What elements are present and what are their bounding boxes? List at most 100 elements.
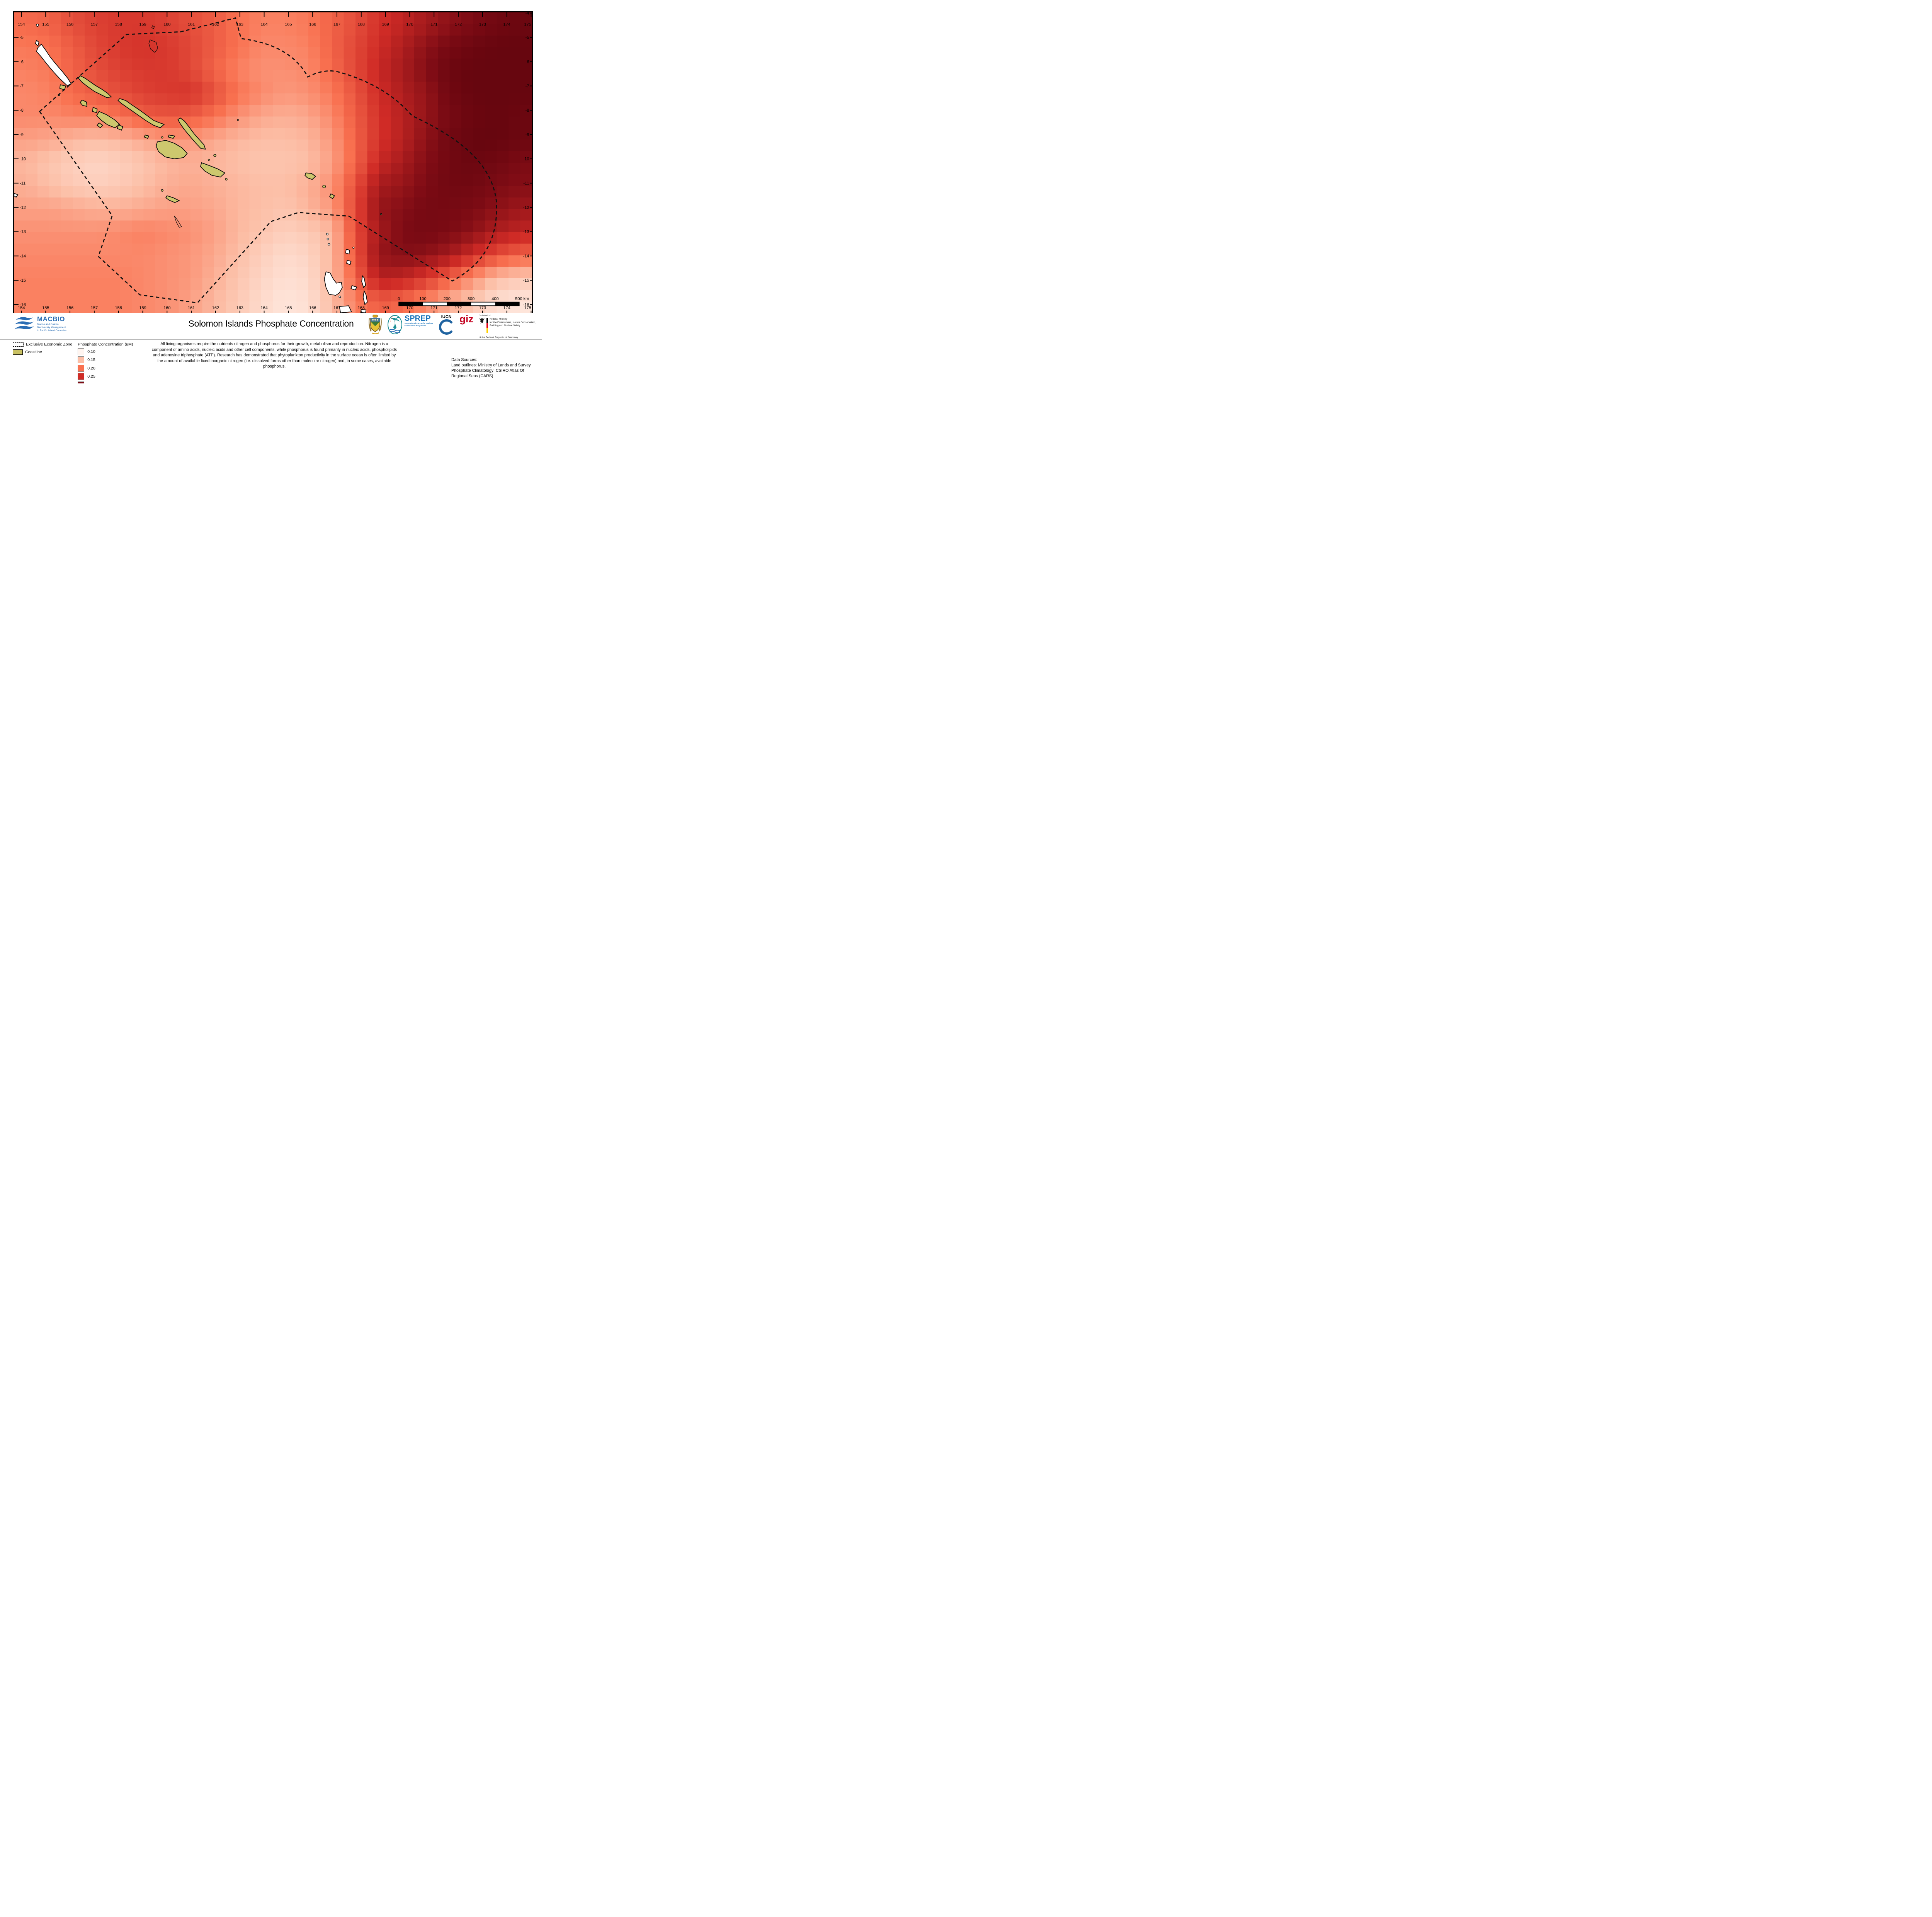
lon-label-bottom: 172 (455, 306, 462, 310)
phosphate-swatch (78, 364, 85, 372)
island-savo (161, 136, 163, 139)
lat-label-right: -16 (523, 303, 529, 307)
iucn-wordmark: IUCN (441, 315, 452, 319)
lon-label-bottom: 167 (333, 306, 340, 310)
lat-label-left: -11 (20, 181, 26, 186)
island-vanua-lava (345, 249, 350, 255)
lat-label-left: -16 (20, 303, 26, 307)
island-utupua (322, 185, 326, 189)
lat-label-right: -4 (526, 12, 529, 16)
giz-logo: giz (459, 313, 474, 325)
iucn-logo: IUCN (439, 315, 454, 337)
page-title: Solomon Islands Phosphate Concentration (188, 318, 354, 329)
macbio-tagline: Marine and Coastal Biodiversity Managemen… (37, 323, 66, 333)
macbio-tagline-line: in Pacific Island Countries (37, 329, 66, 332)
lon-label-bottom: 161 (188, 306, 195, 310)
island-malo (338, 295, 341, 298)
island-new-georgia (96, 111, 121, 128)
phosphate-scale-entry: 0.15 (78, 356, 133, 364)
island-ugi (207, 158, 210, 161)
lat-label-right: -13 (523, 230, 529, 234)
island-rennell (165, 195, 180, 203)
map-legend: Exclusive Economic Zone Coastline Phosph… (13, 342, 133, 383)
lat-label-right: -12 (523, 205, 529, 210)
island-vangunu (117, 124, 124, 131)
lon-label-top: 157 (91, 22, 98, 27)
eez-label: Exclusive Economic Zone (26, 342, 73, 347)
sprep-wordmark: SPREP (404, 314, 431, 323)
lon-label-bottom: 174 (503, 306, 510, 310)
lon-label-top: 155 (42, 22, 49, 27)
partner-logos: SPREP Secretariat of the Pacific Regiona… (368, 313, 536, 339)
scale-bar-end-label: 500 km (515, 297, 529, 301)
island-russell (144, 134, 150, 139)
macbio-waves-icon (14, 317, 34, 330)
ministry-name: Federal Ministry for the Environment, Nat… (490, 318, 536, 333)
lon-label-top: 170 (406, 22, 413, 27)
lon-label-top: 171 (430, 22, 437, 27)
lat-label-left: -13 (20, 230, 26, 234)
island-nendo (304, 172, 316, 180)
island-torres-3 (328, 243, 330, 246)
data-sources-line: Regional Seas (CARS) (451, 373, 493, 378)
sprep-text-block: SPREP Secretariat of the Pacific Regiona… (405, 315, 433, 327)
coastline-label: Coastline (25, 350, 42, 354)
description-line: the amount of available fixed inorganic … (157, 358, 391, 363)
macbio-tagline-line: Marine and Coastal (37, 323, 60, 326)
lat-label-right: -6 (526, 60, 529, 64)
island-torres-1 (326, 233, 329, 235)
lon-label-bottom: 162 (212, 306, 219, 310)
scale-bar-label: 300 (468, 297, 474, 301)
phosphate-swatch (78, 356, 85, 364)
phosphate-swatch (78, 348, 85, 355)
footer: MACBIO Marine and Coastal Biodiversity Ma… (0, 313, 542, 383)
map-frame: 154 154 155 155 156 156 157 157 158 158 159 159 160 1… (13, 11, 533, 314)
description-line: component of amino acids, nucleic acids … (151, 347, 397, 352)
phosphate-value-label: 0.20 (87, 366, 95, 371)
iucn-arc-icon (439, 319, 453, 335)
island-png-islets (14, 192, 19, 198)
lon-label-bottom: 164 (260, 306, 267, 310)
phosphate-swatch (78, 373, 85, 380)
data-sources-line: Land outlines: Ministry of Lands and Sur… (451, 363, 531, 368)
scale-bar-label: 0 (398, 297, 400, 301)
phosphate-scale-entry: 0.25 (78, 373, 133, 380)
phosphate-scale-entry: 0.10 (78, 348, 133, 355)
lat-label-left: -8 (20, 108, 24, 113)
scale-bar-segment (399, 302, 423, 306)
lon-label-top: 174 (503, 22, 510, 27)
island-maewo (361, 275, 366, 288)
lon-label-bottom: 154 (18, 306, 25, 310)
german-ministry-logo: On behalf of Federal Ministry for the Env… (479, 315, 536, 339)
lon-label-top: 175 (524, 22, 531, 27)
lon-label-top: 168 (358, 22, 365, 27)
lon-label-top: 167 (333, 22, 340, 27)
lon-label-top: 162 (212, 22, 219, 27)
island-ambae (350, 285, 357, 291)
island-malaita (177, 117, 206, 150)
phosphate-value-label: 0.25 (87, 374, 95, 379)
lon-label-bottom: 173 (479, 306, 486, 310)
lon-label-top: 166 (309, 22, 316, 27)
lat-label-left: -5 (20, 35, 24, 40)
island-espiritu-santo (324, 271, 343, 296)
description-line: All living organisms require the nutrien… (160, 342, 388, 346)
legend-phosphate-scale: Phosphate Concentration (uM) 0.10 0.15 0.2… (78, 342, 133, 383)
island-makira (200, 162, 226, 178)
lon-label-bottom: 165 (285, 306, 292, 310)
phosphate-scale-entries: 0.10 0.15 0.20 0.25 0.30 (78, 348, 133, 383)
map-overlay: 154 154 155 155 156 156 157 157 158 158 159 159 160 1… (14, 12, 532, 313)
island-florida (168, 134, 175, 139)
phosphate-scale-entry: 0.30 (78, 381, 133, 383)
data-sources-line: Data Sources: (451, 358, 478, 362)
scale-bar-segment (447, 302, 471, 306)
map-description: All living organisms require the nutrien… (139, 341, 410, 369)
lat-label-left: -10 (20, 157, 26, 162)
scale-bar-label: 100 (419, 297, 426, 301)
macbio-wordmark: MACBIO (37, 315, 65, 323)
lon-label-top: 172 (455, 22, 462, 27)
island-torres-2 (327, 238, 329, 240)
lon-label-top: 160 (163, 22, 170, 27)
lon-label-bottom: 157 (91, 306, 98, 310)
island-kolombangara (92, 107, 98, 113)
